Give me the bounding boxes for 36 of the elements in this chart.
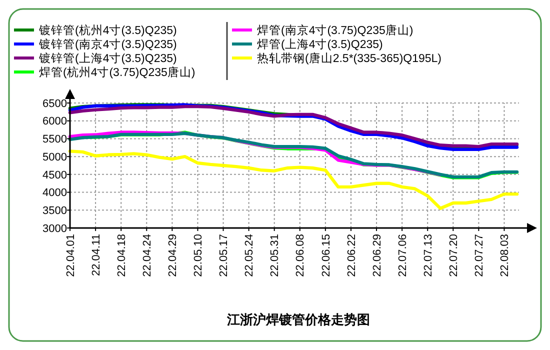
x-tick-label: 22.05.24 — [244, 234, 256, 277]
line-series — [68, 150, 519, 210]
x-tick-label: 22.04.24 — [141, 234, 154, 277]
x-tick-label: 22.07.20 — [448, 234, 460, 277]
y-tick-label: 4500 — [42, 169, 67, 182]
x-tick-label: 22.04.18 — [116, 234, 128, 277]
x-tick-label: 22.06.29 — [371, 234, 384, 277]
legend-label: 焊管(杭州4寸(3.75)Q235唐山) — [39, 65, 196, 80]
x-tick-label: 22.04.01 — [64, 234, 77, 277]
x-tick-label: 22.06.08 — [294, 234, 307, 277]
x-tick-label: 22.04.29 — [167, 234, 180, 277]
y-tick-label: 6500 — [42, 98, 67, 110]
y-tick-label: 3000 — [42, 222, 67, 235]
x-tick-label: 22.07.13 — [422, 234, 434, 277]
y-tick-label: 6000 — [42, 116, 67, 128]
x-tick-label: 22.06.22 — [346, 234, 358, 277]
x-tick-label: 22.05.17 — [218, 234, 230, 277]
legend-label: 热轧带钢(唐山2.5*(335-365)Q195L) — [257, 51, 442, 66]
x-tick-label: 22.04.11 — [90, 234, 102, 276]
line-series — [68, 132, 519, 179]
text: 江浙沪焊镀管价格走势图 — [226, 312, 370, 327]
x-tick-label: 22.05.10 — [192, 234, 205, 277]
x-tick-label: 22.06.15 — [320, 234, 332, 277]
x-tick-label: 22.07.06 — [396, 234, 409, 277]
legend-label: 镀锌管(南京4寸(3.5)Q235) — [38, 37, 178, 52]
y-tick-label: 4000 — [42, 187, 67, 200]
x-tick-label: 22.08.03 — [499, 234, 512, 277]
y-tick-label: 3500 — [42, 204, 67, 217]
legend-label: 焊管(上海4寸(3.5)Q235) — [257, 38, 384, 52]
y-tick-label: 5500 — [42, 134, 67, 146]
y-tick-label: 5000 — [42, 151, 67, 164]
legend-label: 镀锌管(上海4寸(3.5)Q235) — [38, 52, 178, 66]
legend-label: 镀锌管(杭州4寸(3.5)Q235) — [38, 23, 178, 38]
x-tick-label: 22.07.27 — [474, 234, 486, 277]
legend-label: 焊管(南京4寸(3.75)Q235唐山) — [257, 23, 414, 38]
x-tick-label: 22.05.31 — [269, 234, 282, 277]
